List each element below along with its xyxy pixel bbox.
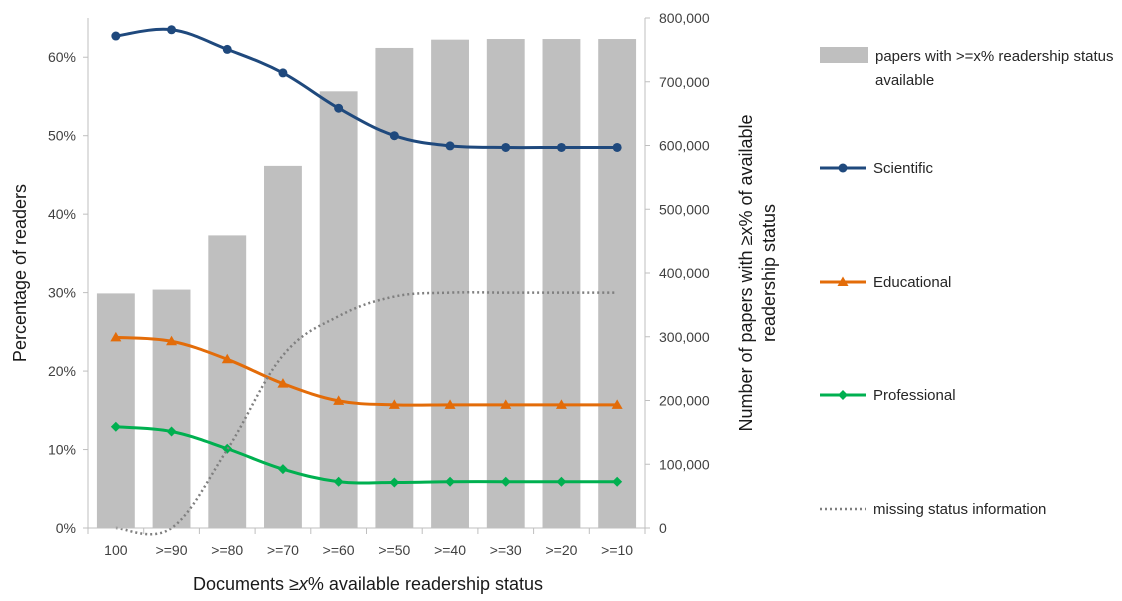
legend-scientific-marker xyxy=(838,163,848,173)
left-tick-label: 50% xyxy=(48,128,76,144)
scientific-point xyxy=(612,142,622,152)
educational-point xyxy=(444,399,456,409)
professional-point xyxy=(556,476,567,487)
scientific-point xyxy=(167,25,177,35)
x-tick-label: >=80 xyxy=(211,542,243,558)
left-tick-label: 30% xyxy=(48,285,76,301)
bar xyxy=(96,293,135,528)
x-axis-title-suffix: % available readership status xyxy=(308,574,543,594)
legend-missing-label: missing status information xyxy=(873,501,1046,518)
right-tick-label: 0 xyxy=(659,520,667,536)
left-tick-labels: 0% 10% 20% 30% 40% 50% 60% xyxy=(48,49,88,536)
educational-point xyxy=(221,353,233,364)
educational-line xyxy=(115,335,618,407)
x-axis-title: Documents ≥x% available readership statu… xyxy=(193,574,543,594)
bar-group xyxy=(96,39,637,529)
left-axis-title: Percentage of readers xyxy=(10,184,30,362)
left-tick-label: 60% xyxy=(48,49,76,65)
right-tick-label: 200,000 xyxy=(659,393,710,409)
legend-scientific-label: Scientific xyxy=(873,160,934,177)
legend-bar-label-line1: papers with >=x% readership status xyxy=(875,48,1113,65)
educational-point xyxy=(388,399,400,409)
educational-point xyxy=(166,335,178,346)
x-tick-label: >=60 xyxy=(323,542,355,558)
right-tick-labels: 0 100,000 200,000 300,000 400,000 500,000 600,… xyxy=(645,10,710,536)
legend: papers with >=x% readership status avail… xyxy=(820,47,1113,518)
educational-point xyxy=(611,399,623,409)
x-tick-labels: 100 >=90 >=80 >=70 >=60 >=50 >=40 >=30 >=20 >=10 xyxy=(87,528,646,558)
scientific-point xyxy=(334,103,344,113)
line-group xyxy=(110,25,623,536)
scientific-point xyxy=(556,142,566,152)
educational-point xyxy=(555,399,567,409)
right-axis-title-line1: Number of papers with ≥x% of available xyxy=(736,114,756,431)
bar xyxy=(319,91,358,528)
right-tick-label: 800,000 xyxy=(659,10,710,26)
scientific-point xyxy=(278,68,288,78)
bar xyxy=(598,39,637,528)
professional-point xyxy=(445,476,456,487)
left-tick-label: 0% xyxy=(56,520,76,536)
x-tick-label: >=40 xyxy=(434,542,466,558)
x-tick-label: >=90 xyxy=(156,542,188,558)
professional-point xyxy=(277,464,288,475)
bar xyxy=(375,47,414,529)
legend-professional-label: Professional xyxy=(873,387,956,404)
bar xyxy=(431,39,469,529)
right-tick-label: 700,000 xyxy=(659,74,710,90)
legend-educational-marker xyxy=(837,276,849,286)
left-tick-label: 10% xyxy=(48,442,76,458)
left-tick-label: 40% xyxy=(48,206,76,222)
educational-point xyxy=(277,378,289,388)
x-tick-label: 100 xyxy=(104,542,128,558)
right-axis-title-line2: readership status xyxy=(759,204,779,342)
legend-educational-label: Educational xyxy=(873,274,951,291)
professional-line xyxy=(115,425,618,485)
missing-line xyxy=(115,291,618,536)
legend-professional-marker xyxy=(838,390,848,400)
professional-point xyxy=(166,426,177,437)
right-tick-label: 500,000 xyxy=(659,201,710,217)
educational-point xyxy=(333,395,345,405)
educational-point xyxy=(110,331,122,342)
professional-point xyxy=(333,476,344,487)
professional-point xyxy=(389,477,400,488)
x-tick-label: >=10 xyxy=(601,542,633,558)
bar xyxy=(542,39,581,528)
scientific-point xyxy=(222,44,232,54)
right-tick-label: 300,000 xyxy=(659,329,710,345)
x-axis-title-prefix: Documents ≥ xyxy=(193,574,299,594)
right-tick-label: 100,000 xyxy=(659,456,710,472)
x-axis-title-italic: x xyxy=(298,574,309,594)
professional-point xyxy=(110,421,121,432)
legend-bar-swatch xyxy=(820,47,868,63)
professional-point xyxy=(612,476,623,487)
x-tick-label: >=30 xyxy=(490,542,522,558)
legend-bar-label-line2: available xyxy=(875,72,934,89)
left-tick-label: 20% xyxy=(48,363,76,379)
x-tick-label: >=50 xyxy=(378,542,410,558)
professional-point xyxy=(500,476,511,487)
scientific-point xyxy=(111,31,121,41)
scientific-point xyxy=(445,141,455,151)
bar xyxy=(208,235,247,528)
x-tick-label: >=20 xyxy=(545,542,577,558)
right-tick-label: 600,000 xyxy=(659,138,710,154)
bar xyxy=(486,39,525,528)
bar xyxy=(152,289,191,528)
x-tick-label: >=70 xyxy=(267,542,299,558)
scientific-line xyxy=(115,27,618,150)
scientific-point xyxy=(389,131,399,141)
scientific-point xyxy=(501,142,511,152)
educational-point xyxy=(500,399,512,409)
right-tick-label: 400,000 xyxy=(659,265,710,281)
